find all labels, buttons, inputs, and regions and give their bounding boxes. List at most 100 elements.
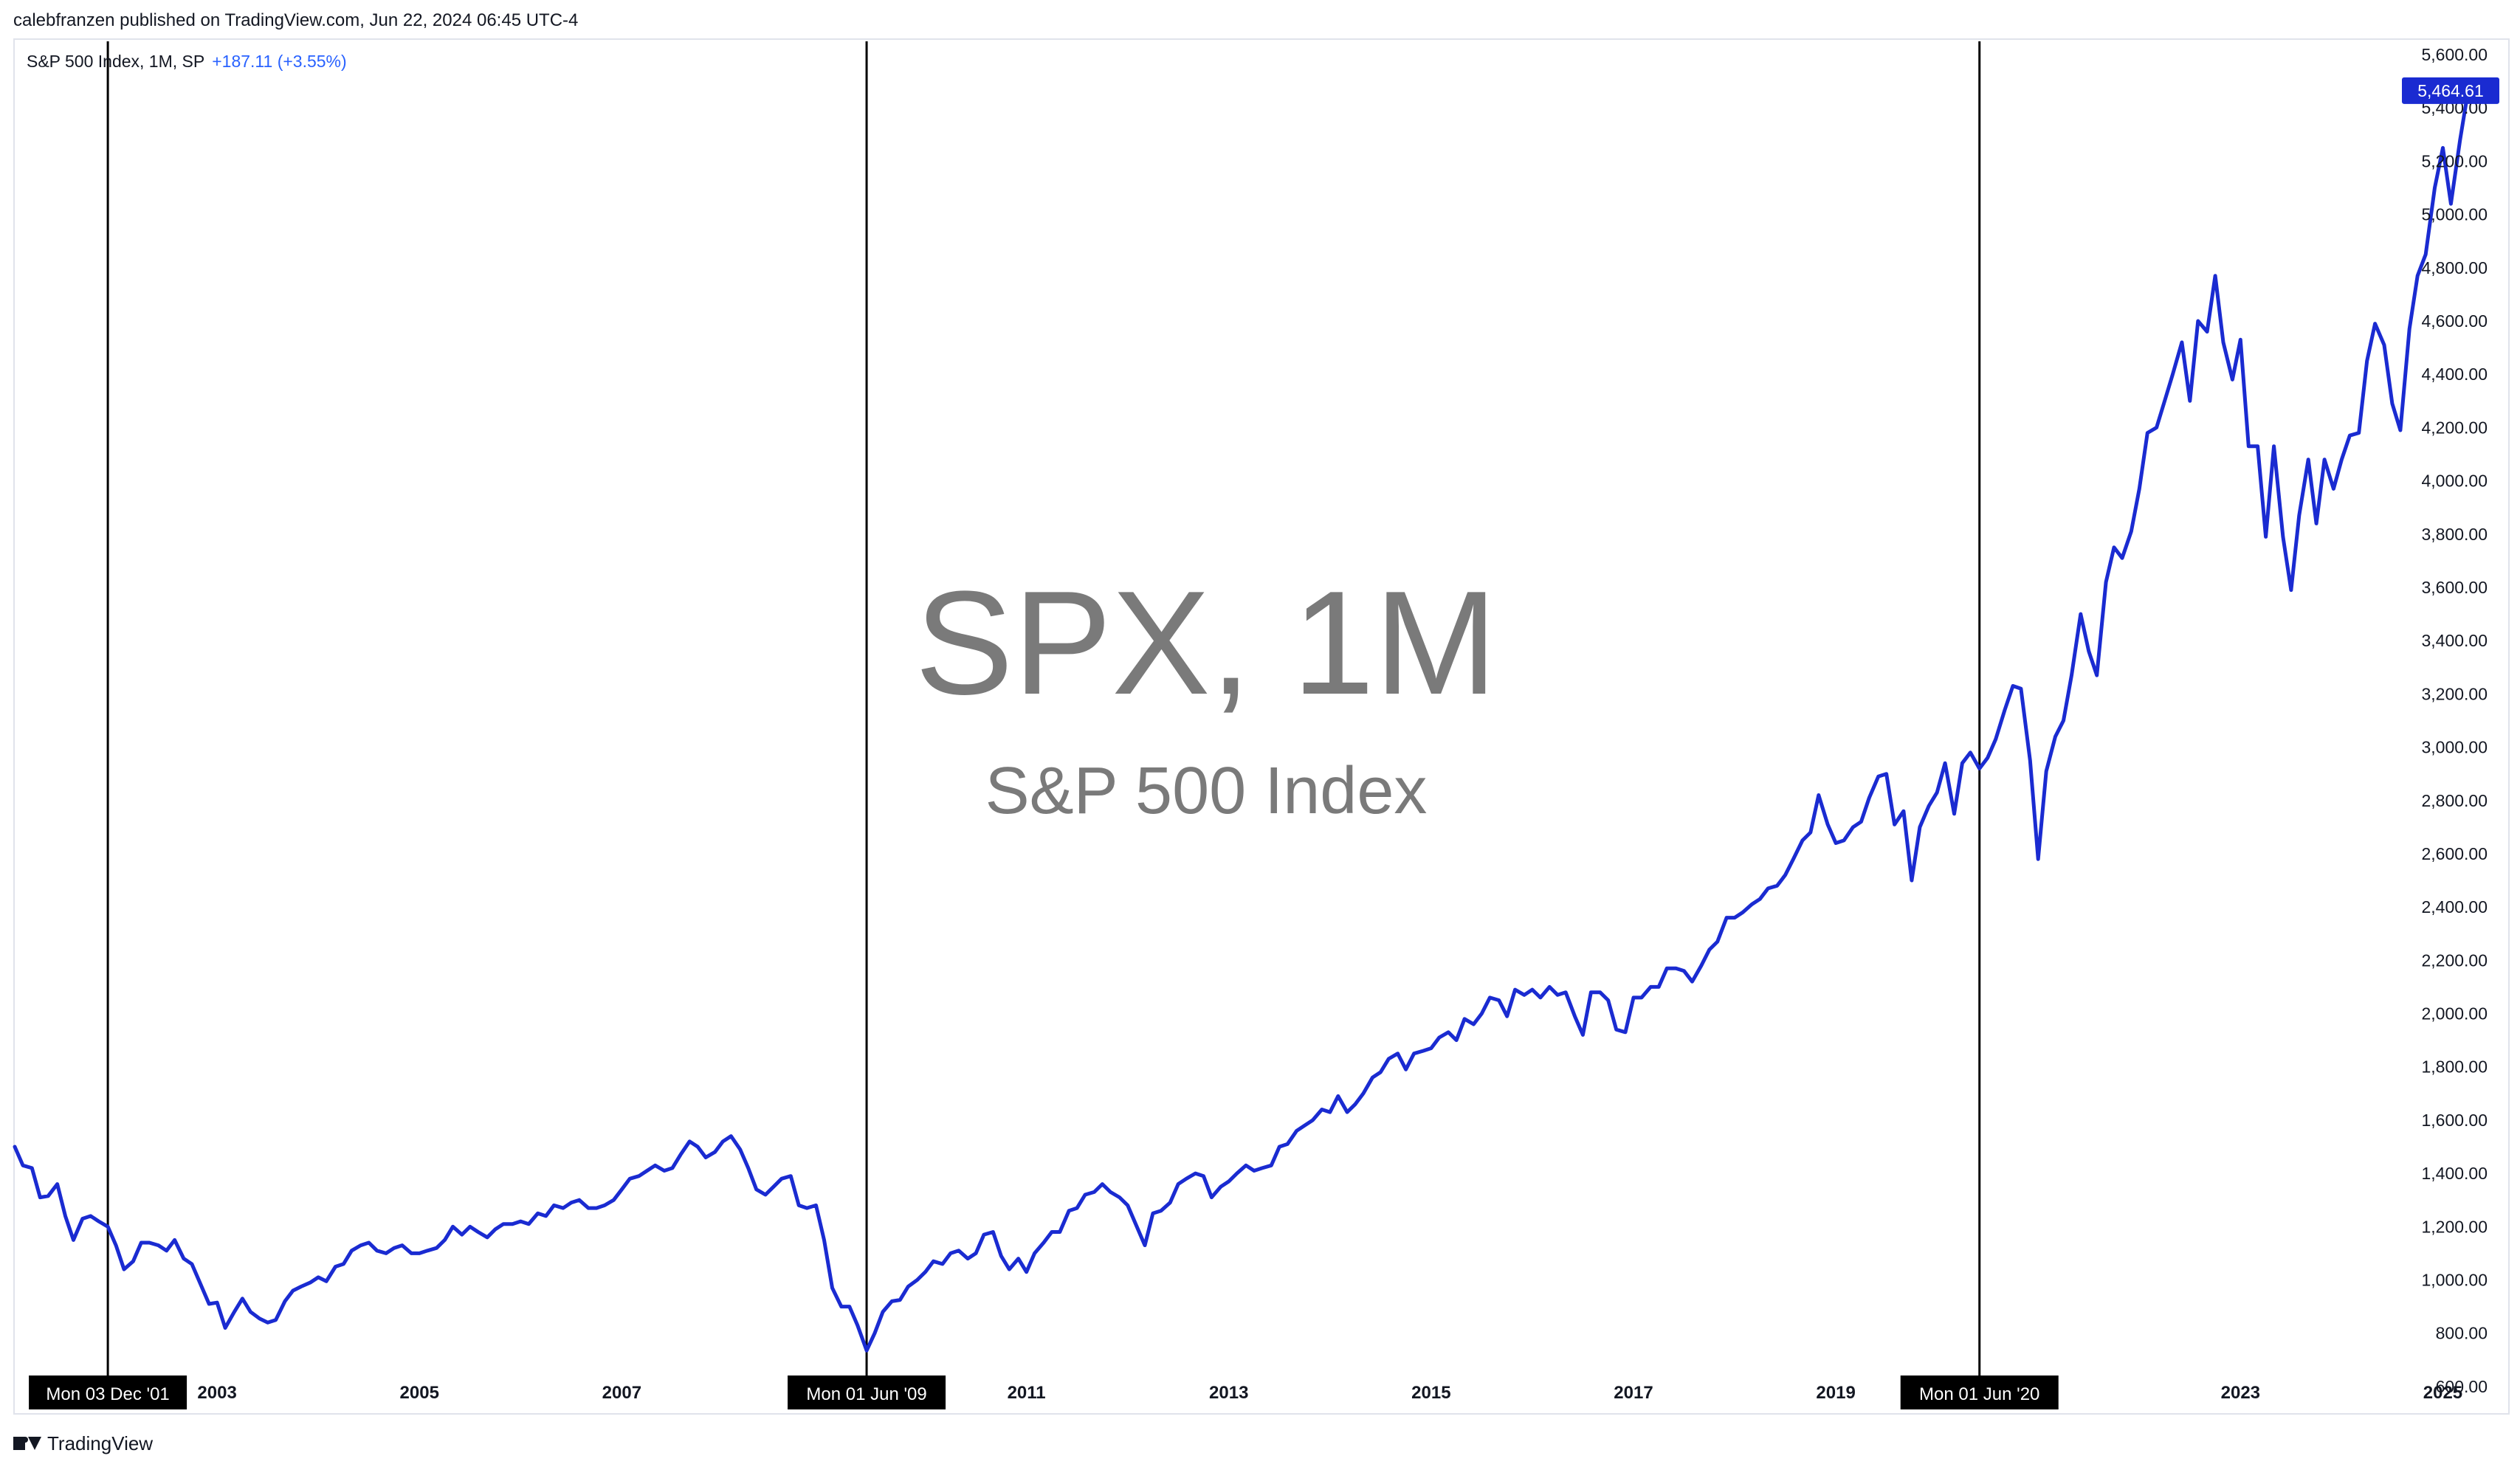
data-point [1961, 762, 1963, 764]
data-point [1911, 880, 1913, 881]
data-point [82, 1218, 83, 1220]
data-point [2459, 139, 2461, 141]
x-tick-label: 2003 [197, 1383, 236, 1403]
data-point [2324, 458, 2325, 460]
data-point [2197, 320, 2199, 322]
data-point [798, 1204, 799, 1207]
data-point [2273, 445, 2275, 447]
footer-brand: TradingView [47, 1432, 154, 1454]
data-point [2358, 432, 2360, 434]
data-point [1506, 1015, 1508, 1017]
data-point [1716, 941, 1718, 942]
data-point [1650, 986, 1652, 988]
data-point [781, 1178, 782, 1180]
y-tick-label: 3,400.00 [2421, 631, 2488, 650]
data-point [2045, 770, 2047, 772]
data-point [208, 1303, 210, 1305]
data-point [1709, 949, 1710, 950]
price-axis[interactable]: 5,600.005,400.005,200.005,000.004,800.00… [2421, 45, 2488, 1396]
data-point [1666, 967, 1667, 969]
data-point [1565, 991, 1566, 993]
data-point [47, 1195, 49, 1197]
data-point [2121, 557, 2123, 559]
data-point [123, 1268, 125, 1270]
data-point [2265, 536, 2267, 538]
data-point [705, 1156, 706, 1159]
data-point [992, 1231, 994, 1233]
data-point [1220, 1186, 1222, 1187]
data-point [495, 1229, 496, 1230]
legend-change: +187.11 (+3.55%) [212, 52, 347, 71]
data-point [2155, 427, 2158, 429]
data-point [1473, 1024, 1475, 1025]
data-point [2316, 522, 2317, 525]
y-tick-label: 3,000.00 [2421, 738, 2488, 757]
data-point [477, 1231, 479, 1233]
data-point [1025, 1271, 1027, 1273]
marker-label: Mon 01 Jun '20 [1919, 1384, 2039, 1404]
data-point [1885, 773, 1887, 775]
data-point [1625, 1032, 1626, 1033]
last-price-bg [2402, 77, 2499, 104]
chart-pane[interactable] [13, 38, 2510, 1415]
data-point [2341, 458, 2343, 460]
data-point [1658, 986, 1659, 988]
y-tick-label: 3,600.00 [2421, 578, 2488, 597]
data-point [1978, 767, 1980, 770]
data-point [334, 1266, 337, 1268]
data-point [1986, 757, 1989, 759]
data-point [1953, 813, 1955, 815]
data-point [950, 1252, 951, 1254]
data-point [1524, 994, 1525, 996]
data-point [571, 1202, 572, 1204]
data-point [300, 1285, 302, 1288]
data-point [537, 1212, 539, 1215]
data-point [1868, 797, 1870, 798]
data-point [1354, 1103, 1356, 1105]
data-point [2366, 360, 2368, 362]
data-point [1776, 885, 1778, 887]
data-point [183, 1257, 185, 1260]
footer[interactable]: TradingView [13, 1430, 153, 1457]
data-point [216, 1302, 218, 1303]
data-point [1304, 1125, 1306, 1126]
time-axis[interactable]: 2002003200520072011201320152017201920232… [30, 1383, 2462, 1403]
data-point [1185, 1178, 1187, 1180]
data-point [1169, 1202, 1171, 1204]
data-point [2004, 709, 2006, 711]
data-point [2163, 400, 2166, 402]
data-point [646, 1170, 648, 1172]
y-tick-label: 1,200.00 [2421, 1217, 2488, 1236]
chart-legend[interactable]: S&P 500 Index, 1M, SP +187.11 (+3.55%) [27, 52, 347, 72]
data-point [638, 1175, 640, 1177]
data-point [199, 1282, 201, 1283]
data-point [874, 1332, 875, 1334]
data-point [1734, 917, 1735, 919]
legend-symbol: S&P 500 Index, 1M, SP [27, 52, 205, 71]
data-point [1726, 917, 1727, 919]
data-point [64, 1215, 66, 1217]
data-point [831, 1287, 833, 1289]
data-point [1557, 994, 1558, 996]
data-point [2290, 589, 2292, 591]
data-point [1177, 1183, 1179, 1185]
data-point [1481, 1012, 1483, 1015]
data-point [2256, 445, 2259, 447]
data-point [975, 1252, 977, 1254]
data-point [224, 1327, 226, 1329]
data-point [1877, 776, 1879, 778]
y-tick-label: 4,000.00 [2421, 472, 2488, 491]
data-point [191, 1263, 193, 1265]
data-point [1751, 903, 1753, 905]
marker-label-bg [788, 1375, 946, 1409]
data-point [1101, 1183, 1104, 1185]
data-point [165, 1250, 168, 1252]
data-point [2333, 488, 2335, 490]
data-point [2223, 342, 2224, 343]
last-price-label: 5,464.61 [2402, 77, 2499, 104]
data-point [2442, 147, 2444, 149]
data-point [2181, 342, 2183, 343]
data-point [1051, 1231, 1053, 1233]
data-point [2248, 445, 2250, 447]
